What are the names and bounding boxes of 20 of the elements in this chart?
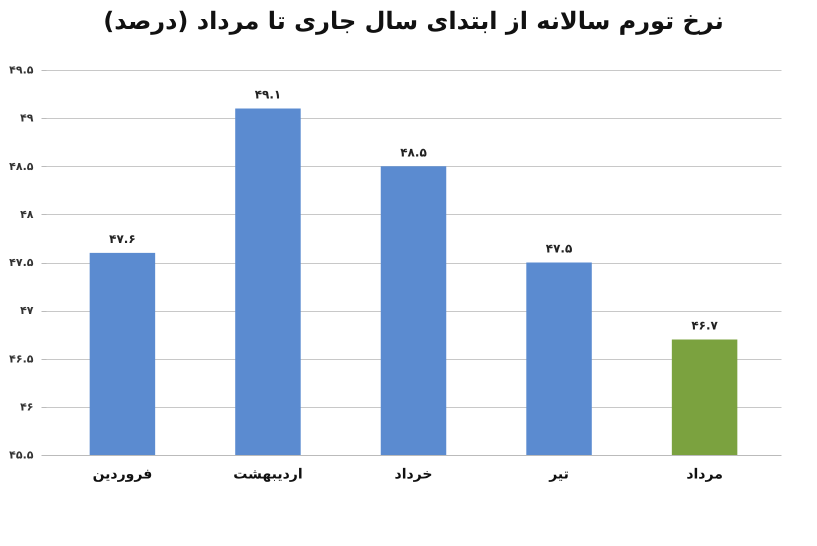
y-tick-label: ۴۹.۵ [9,64,34,76]
x-tick-label: مرداد [686,466,723,482]
y-tick-label: ۴۷ [20,304,34,318]
data-label: ۴۹.۱ [254,88,282,102]
y-tick-label: ۴۹ [20,112,34,125]
x-tick-label: تیر [548,466,569,482]
chart-title: نرخ تورم سالانه از ابتدای سال جاری تا مرداد (درصد) [103,7,724,35]
y-tick-label: ۴۸ [20,208,34,221]
data-label: ۴۸.۵ [400,145,427,160]
data-label: ۴۷.۵ [546,242,572,256]
y-tick-label: ۴۶ [20,400,34,414]
x-tick-label: اردیبهشت [233,466,303,482]
y-tick-label: ۴۷.۵ [9,256,34,269]
x-tick-label: فروردین [92,466,152,482]
data-label: ۴۷.۶ [109,232,136,246]
x-tick-label: خرداد [394,466,432,482]
data-label: ۴۶.۷ [691,318,719,332]
y-tick-label: ۴۶.۵ [9,352,34,366]
y-tick-label: ۴۸.۵ [9,160,34,173]
y-tick-label: ۴۵.۵ [9,448,34,462]
